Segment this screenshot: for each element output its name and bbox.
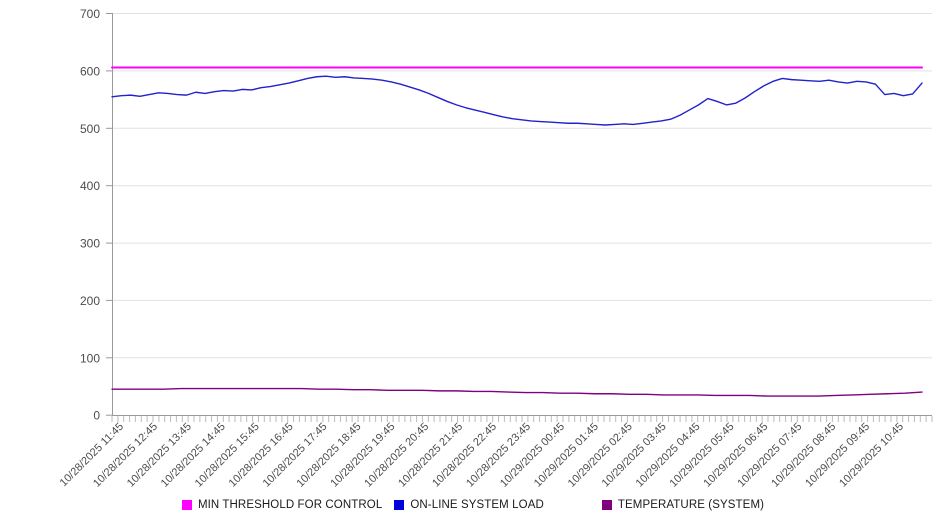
plot-area-background [112,13,932,415]
series-layer [111,66,923,397]
y-tick-label-500: 500 [80,122,100,136]
legend-swatch-icon-min-threshold [181,500,192,510]
legend-swatch-icon-on-line-system-load [394,500,405,510]
legend-item-temperature-system[interactable]: TEMPERATURE (SYSTEM) [601,499,765,511]
legend-label-temperature-system: TEMPERATURE (SYSTEM) [617,499,765,511]
line-chart: 700 600 500 400 300 200 100 0 10/28/2025… [58,7,933,490]
series-line-temperature-system [111,387,923,397]
y-tick-label-400: 400 [80,179,100,193]
series-line-on-line-system-load [111,75,923,126]
y-tick-label-0: 0 [93,409,100,423]
x-tick-label: 10/29/2025 10:45 [837,421,906,490]
legend-item-on-line-system-load[interactable]: ON-LINE SYSTEM LOAD [394,499,544,511]
y-tick-label-200: 200 [80,294,100,308]
y-tick-label-100: 100 [80,351,100,365]
y-tick-label-600: 600 [80,64,100,78]
chart-legend: MIN THRESHOLD FOR CONTROL ON-LINE SYSTEM… [0,494,946,516]
legend-item-min-threshold-for-control[interactable]: MIN THRESHOLD FOR CONTROL [181,499,383,511]
y-tick-label-700: 700 [80,7,100,21]
y-tick-label-300: 300 [80,237,100,251]
legend-label-on-line-system-load: ON-LINE SYSTEM LOAD [410,499,544,511]
legend-label-min-threshold: MIN THRESHOLD FOR CONTROL [197,499,383,511]
y-axis-labels: 700 600 500 400 300 200 100 0 [80,7,100,423]
y-axis-ticks [106,13,112,416]
legend-swatch-icon-temperature-system [601,500,612,510]
x-axis-minor-ticks [111,416,933,422]
y-gridlines [112,13,932,359]
x-tick-label: 10/28/2025 11:45 [58,421,126,489]
